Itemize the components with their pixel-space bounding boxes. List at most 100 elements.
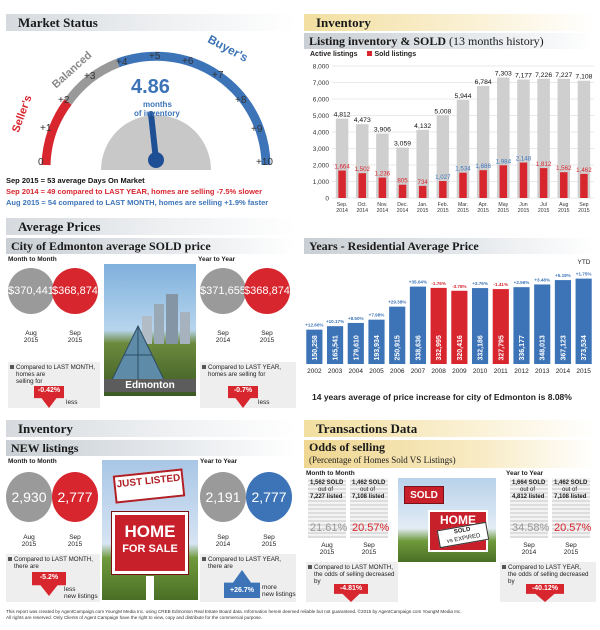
tick-4: +4 (116, 57, 128, 68)
inventory-bottom-header: Inventory (6, 420, 296, 437)
years-bar (389, 306, 406, 364)
footer-disclaimer: This report was created by AgentCampaign… (6, 609, 596, 621)
inv-sold-label: 805 (397, 178, 408, 185)
years-change-label: +12.60% (305, 323, 323, 328)
inventory-legend: Active listings Sold listings (310, 51, 416, 58)
ap-mtm-prev-circle: $370,441 (8, 268, 54, 314)
tx-yty-b-box (552, 478, 590, 538)
inv-ytick: 3,000 (313, 146, 330, 153)
inv-ytick: 6,000 (313, 97, 330, 104)
inv-xtick-month: Feb. (438, 202, 448, 208)
ap-mtm-curr-circle: $368,874 (52, 268, 98, 314)
sold-banner: SOLD (404, 486, 444, 504)
years-bar (534, 284, 551, 364)
years-change-label: +35.04% (409, 280, 427, 285)
listing-inventory-subtitle: Listing inventory & SOLD (13 months hist… (304, 33, 596, 49)
nl-yty-more: more new listings (262, 584, 296, 598)
tx-mtm-b-pct: 20.57% (352, 522, 390, 534)
inv-sold-label: 734 (418, 179, 429, 186)
odds-title: Odds of selling (309, 440, 386, 454)
years-bar (492, 289, 509, 364)
years-value-label: 332,186 (478, 335, 485, 360)
ap-yty-curr-label: Sep 2015 (259, 330, 275, 344)
listing-inventory-note: (13 months history) (449, 34, 544, 48)
gauge-ticks: 0 +1 +2 +3 +4 +5 +6 +7 +8 +9 +10 Seller'… (6, 30, 296, 175)
inv-active-bar (416, 129, 429, 198)
years-xtick: 2007 (411, 368, 426, 375)
inv-active-label: 7,303 (495, 71, 512, 78)
tick-5: +5 (149, 51, 161, 62)
tx-yty-a-stat: 1,664 SOLD out of 4,812 listed (512, 480, 546, 500)
inv-sold-bar (499, 165, 508, 198)
years-bar (575, 278, 592, 364)
tick-0: 0 (38, 157, 44, 168)
nl-mtm-curr-circle: 2,777 (52, 472, 98, 522)
inv-sold-label: 1,462 (576, 167, 592, 174)
tx-yty-b-pct: 20.57% (554, 522, 592, 534)
listing-inventory-title: Listing inventory & SOLD (309, 34, 447, 48)
inv-sold-bar (398, 184, 407, 198)
transactions-header: Transactions Data (304, 420, 596, 437)
tx-yty-a-pct: 34.58% (512, 522, 550, 534)
inv-sold-bar (459, 172, 467, 198)
years-bar (513, 287, 530, 364)
inv-sold-label: 1,502 (354, 166, 370, 173)
legend-active: Active listings (310, 51, 358, 58)
gauge-hub (148, 152, 164, 168)
inv-ytick: 4,000 (313, 130, 330, 137)
years-value-label: 150,258 (312, 335, 319, 360)
inv-xtick-month: Sep (579, 202, 588, 208)
ap-yty-curr-circle: $368,874 (244, 268, 290, 314)
years-change-label: +3.76% (472, 281, 488, 286)
sign-home-text: HOME (124, 522, 176, 541)
nl-mtm-prev-circle: 2,930 (6, 472, 52, 522)
inv-xtick-year: 2014 (336, 208, 348, 214)
years-bar (554, 280, 572, 364)
ap-mtm-prev-label: Aug 2015 (23, 330, 39, 344)
inv-sold-bar (539, 168, 548, 198)
years-xtick: 2013 (535, 368, 550, 375)
dom-line-3: Aug 2015 = 54 compared to LAST MONTH, ho… (6, 198, 269, 207)
tx-yty-a-box (510, 478, 548, 538)
inv-active-bar (436, 115, 450, 198)
zone-sellers-label: Seller's (10, 93, 35, 135)
years-xtick: 2012 (514, 368, 529, 375)
inv-xtick-year: 2015 (457, 208, 469, 214)
inv-xtick-month: Aug (559, 202, 568, 208)
ap-mtm-label: Month to Month (8, 256, 57, 263)
home-sign-text: HOME (440, 513, 476, 527)
pyramid-icon (109, 294, 190, 385)
tx-mtm-b-label: Sep 2015 (361, 542, 377, 556)
years-change-label: -1.41% (494, 282, 509, 287)
inv-xtick-year: 2015 (538, 208, 550, 214)
dom-line-1: Sep 2015 = 53 average Days On Market (6, 176, 145, 185)
inv-sold-bar (439, 181, 447, 198)
years-value-label: 179,610 (353, 335, 360, 360)
years-bar (326, 326, 344, 364)
inv-xtick-year: 2015 (498, 208, 510, 214)
inv-sold-label: 1,562 (556, 165, 572, 172)
nl-mtm-label: Month to Month (8, 458, 57, 465)
sign-post (146, 576, 154, 600)
years-xtick: 2008 (431, 368, 446, 375)
inv-active-bar (557, 78, 571, 198)
inv-active-label: 7,226 (535, 72, 552, 79)
tx-mtm-a-label: Aug 2015 (319, 542, 335, 556)
ap-yty-less: less (258, 399, 270, 406)
inv-xtick-month: Jun (519, 202, 527, 208)
inv-xtick-year: 2014 (356, 208, 368, 214)
inv-xtick-year: 2014 (397, 208, 409, 214)
years-change-label: +1.75% (576, 272, 592, 277)
nl-mtm-less: less new listings (64, 586, 98, 600)
years-footer: 14 years average of price increase for c… (312, 392, 572, 402)
years-xtick: 2006 (390, 368, 405, 375)
inv-xtick-month: Mar. (458, 202, 468, 208)
tx-mtm-a-stat: 1,562 SOLD out of 7,227 listed (310, 480, 344, 500)
edmonton-caption: Edmonton (104, 379, 196, 392)
tick-1: +1 (40, 123, 52, 134)
years-change-label: +8.50% (348, 316, 364, 321)
inv-active-label: 6,784 (475, 79, 492, 86)
years-change-label: +5.19% (555, 273, 571, 278)
years-xtick: 2003 (328, 368, 343, 375)
tx-mtm-b-stat: 1,462 SOLD out of 7,108 listed (352, 480, 386, 500)
